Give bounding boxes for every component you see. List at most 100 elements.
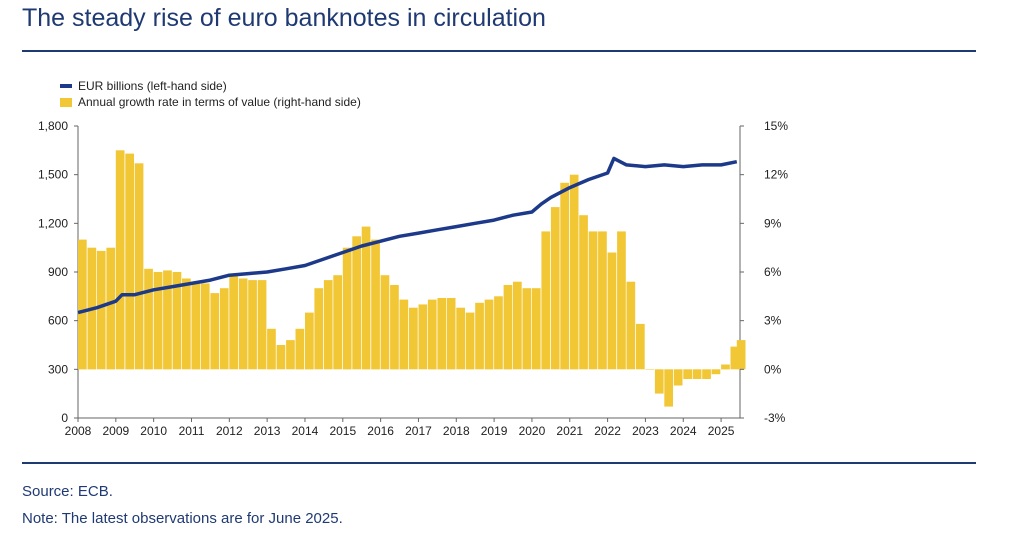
- right-tick-label: -3%: [764, 411, 786, 425]
- growth-bar: [361, 226, 371, 370]
- growth-bar: [115, 150, 125, 370]
- chart-frame: 0 300 600 900 1,200 1,500 1,800 -3% 0% 3% 6% 9% 12%…: [22, 58, 976, 454]
- legend-line-label: EUR billions (left-hand side): [78, 79, 227, 93]
- left-tick-label: 1,500: [38, 168, 68, 182]
- left-tick-label: 1,800: [38, 119, 68, 133]
- x-axis-ticks: 2008 2009 2010 2011 2012 2013 2014 2015 2016 2017…: [65, 418, 735, 438]
- growth-bar: [588, 231, 598, 370]
- growth-bar: [579, 215, 588, 370]
- x-tick-label: 2015: [329, 424, 356, 438]
- growth-bar: [134, 163, 144, 370]
- growth-bar: [267, 328, 276, 370]
- page-title: The steady rise of euro banknotes in cir…: [22, 4, 546, 32]
- growth-bar: [78, 239, 87, 370]
- x-tick-label: 2017: [405, 424, 432, 438]
- growth-bar: [513, 281, 522, 370]
- growth-bar: [636, 323, 645, 370]
- growth-bar: [106, 247, 116, 370]
- right-tick-label: 9%: [764, 216, 782, 230]
- growth-bar: [380, 275, 390, 370]
- growth-bar: [736, 340, 746, 370]
- growth-bar: [182, 278, 191, 370]
- x-tick-label: 2014: [292, 424, 319, 438]
- growth-bar: [560, 182, 569, 370]
- growth-bar: [96, 250, 106, 370]
- x-tick-label: 2012: [216, 424, 243, 438]
- growth-bar: [153, 272, 163, 370]
- left-tick-label: 300: [48, 362, 68, 376]
- left-tick-label: 900: [48, 265, 68, 279]
- left-axis-ticks: 0 300 600 900 1,200 1,500 1,800: [38, 119, 78, 425]
- growth-bar: [238, 278, 248, 370]
- growth-bar: [295, 328, 305, 370]
- x-tick-label: 2018: [443, 424, 470, 438]
- growth-bars: [78, 150, 746, 407]
- x-tick-label: 2022: [594, 424, 621, 438]
- growth-bar: [673, 369, 683, 386]
- growth-bar: [446, 298, 456, 370]
- x-tick-label: 2024: [670, 424, 697, 438]
- growth-bar: [503, 285, 513, 370]
- growth-bar: [711, 369, 721, 375]
- legend-bar-swatch: [60, 98, 72, 107]
- growth-bar: [200, 283, 210, 370]
- right-tick-label: 3%: [764, 314, 782, 328]
- x-tick-label: 2009: [102, 424, 129, 438]
- growth-bar: [427, 299, 437, 370]
- growth-bar: [418, 304, 428, 370]
- growth-bar: [692, 369, 702, 379]
- x-tick-label: 2008: [65, 424, 92, 438]
- growth-bar: [484, 299, 494, 370]
- growth-bar: [333, 275, 342, 370]
- growth-bar: [465, 312, 475, 370]
- bottom-rule: [22, 462, 976, 464]
- x-tick-label: 2016: [367, 424, 394, 438]
- growth-bar: [371, 239, 380, 370]
- left-tick-label: 600: [48, 314, 68, 328]
- growth-bar: [229, 275, 238, 370]
- growth-bar: [607, 252, 617, 370]
- circulation-line-layer: [77, 156, 738, 315]
- growth-bar: [664, 369, 673, 407]
- growth-bar: [456, 307, 465, 370]
- growth-bar: [522, 288, 532, 370]
- growth-bar: [541, 231, 551, 370]
- legend: EUR billions (left-hand side) Annual gro…: [60, 79, 361, 109]
- x-tick-label: 2025: [708, 424, 735, 438]
- growth-bar: [399, 299, 409, 370]
- growth-bar: [172, 272, 182, 370]
- source-note: Source: ECB.: [22, 483, 113, 500]
- right-tick-label: 12%: [764, 168, 788, 182]
- growth-bar: [342, 247, 352, 370]
- growth-bar: [569, 174, 579, 370]
- growth-bar: [550, 207, 560, 370]
- growth-bar: [654, 369, 664, 394]
- left-tick-label: 1,200: [38, 216, 68, 230]
- growth-bar: [531, 288, 541, 370]
- growth-bar: [617, 231, 626, 370]
- growth-bar: [323, 280, 333, 370]
- legend-bar-label: Annual growth rate in terms of value (ri…: [78, 95, 361, 109]
- chart: 0 300 600 900 1,200 1,500 1,800 -3% 0% 3% 6% 9% 12%…: [38, 79, 788, 438]
- x-tick-label: 2011: [179, 424, 205, 438]
- growth-bar: [314, 288, 324, 370]
- x-tick-label: 2023: [632, 424, 659, 438]
- x-tick-label: 2010: [140, 424, 167, 438]
- right-tick-label: 15%: [764, 119, 788, 133]
- growth-bar: [437, 298, 447, 370]
- growth-bar: [163, 270, 172, 370]
- growth-bar: [494, 296, 503, 370]
- growth-bar: [352, 236, 361, 370]
- growth-bar: [475, 302, 484, 370]
- growth-bar: [219, 288, 229, 370]
- growth-bar: [598, 231, 607, 370]
- top-rule: [22, 50, 976, 52]
- left-tick-label: 0: [61, 411, 68, 425]
- growth-bar: [276, 345, 286, 370]
- growth-bar: [702, 369, 711, 379]
- growth-bar: [305, 312, 314, 370]
- right-axis-ticks: -3% 0% 3% 6% 9% 12% 15%: [740, 119, 788, 425]
- growth-bar: [286, 340, 295, 370]
- growth-bar: [191, 283, 201, 370]
- growth-bar: [721, 364, 730, 370]
